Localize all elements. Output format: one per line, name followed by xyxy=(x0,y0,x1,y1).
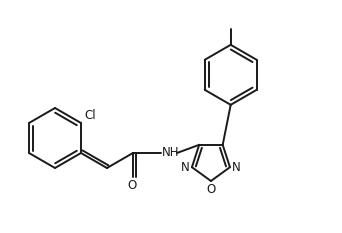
Text: O: O xyxy=(127,179,136,192)
Text: N: N xyxy=(181,161,190,174)
Text: O: O xyxy=(206,183,215,196)
Text: Cl: Cl xyxy=(84,109,96,122)
Text: N: N xyxy=(232,161,241,174)
Text: NH: NH xyxy=(162,145,180,158)
